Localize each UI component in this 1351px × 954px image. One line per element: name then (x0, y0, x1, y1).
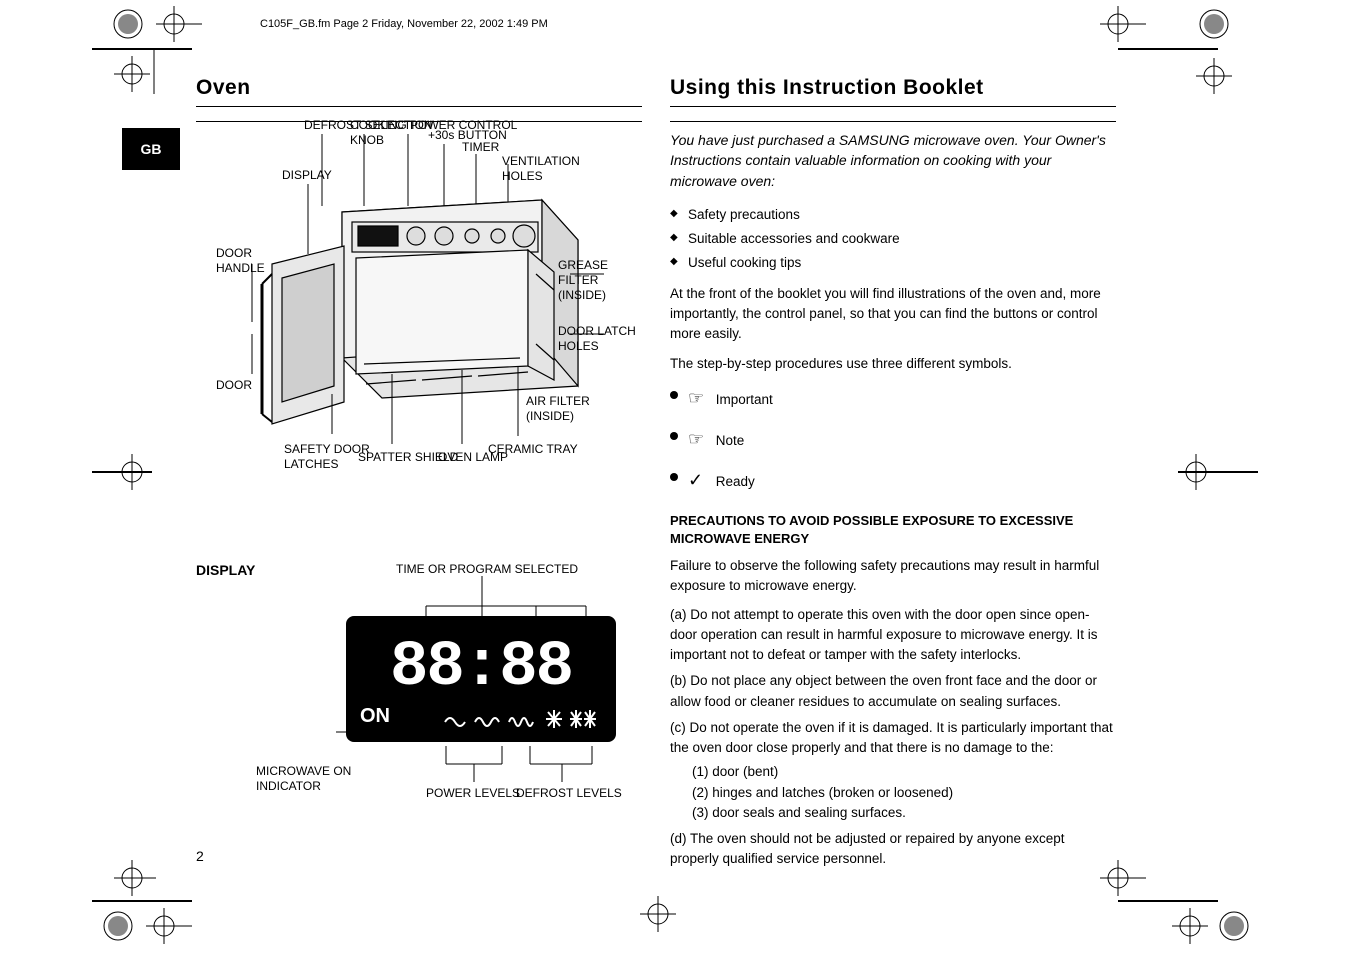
bullet-3: Useful cooking tips (670, 253, 1116, 273)
crop-top-right (1118, 48, 1218, 50)
check-icon: ✓ (688, 467, 712, 494)
regmark-ml (92, 442, 172, 502)
right-rule-2 (670, 121, 1116, 122)
display-leads (296, 576, 676, 796)
crop-bottom-right (1118, 900, 1218, 902)
dot-icon (670, 473, 678, 481)
left-column: Oven (196, 76, 642, 122)
lang-tab: GB (122, 128, 180, 170)
sub-3: (3) door seals and sealing surfaces. (692, 803, 1116, 823)
symbol-note: ☞ Note (670, 426, 1116, 453)
regmark-mr (1148, 442, 1258, 502)
display-callout-time: TIME OR PROGRAM SELECTED (396, 562, 616, 577)
bullet-list: Safety precautions Suitable accessories … (670, 205, 1116, 274)
symbol-note-label: Note (716, 433, 745, 448)
precaution-intro: Failure to observe the following safety … (670, 556, 1116, 597)
display-callout-on: MICROWAVE ON INDICATOR (256, 764, 376, 794)
precaution-head: PRECAUTIONS TO AVOID POSSIBLE EXPOSURE T… (670, 512, 1116, 548)
callout-tray: CERAMIC TRAY (488, 442, 578, 457)
crop-bottom-left (92, 900, 192, 902)
sub-1: (1) door (bent) (692, 762, 1116, 782)
item-d: (d) The oven should not be adjusted or r… (670, 829, 1116, 870)
steps-intro: The step-by-step procedures use three di… (670, 354, 1116, 374)
symbol-important: ☞ Important (670, 385, 1116, 412)
right-title: Using this Instruction Booklet (670, 76, 1116, 100)
callout-display: DISPLAY (282, 168, 332, 183)
page-number-left: 2 (196, 848, 204, 864)
callout-door: DOOR (216, 378, 252, 393)
crop-top-left (92, 48, 192, 50)
regmark-bottom-center (628, 888, 688, 948)
item-a: (a) Do not attempt to operate this oven … (670, 605, 1116, 666)
callout-latch-holes: DOOR LATCH HOLES (558, 324, 658, 354)
hand-icon: ☞ (688, 426, 712, 453)
display-callout-power: POWER LEVELS (426, 786, 520, 801)
front-text: At the front of the booklet you will fin… (670, 284, 1116, 345)
dot-icon (670, 432, 678, 440)
symbol-important-label: Important (716, 392, 773, 407)
gutter-center (655, 76, 656, 836)
callout-handle: DOOR HANDLE (216, 246, 296, 276)
left-title: Oven (196, 76, 642, 100)
symbol-ready-label: Ready (716, 474, 755, 489)
bullet-1: Safety precautions (670, 205, 1116, 225)
callout-airfilter: AIR FILTER (INSIDE) (526, 394, 616, 424)
callout-grease: GREASE FILTER (INSIDE) (558, 258, 648, 303)
item-b: (b) Do not place any object between the … (670, 671, 1116, 712)
hand-icon: ☞ (688, 385, 712, 412)
right-intro: You have just purchased a SAMSUNG microw… (670, 130, 1116, 191)
regmark-tl2 (92, 56, 182, 116)
right-column: Using this Instruction Booklet You have … (670, 76, 1116, 870)
sub-2: (2) hinges and latches (broken or loosen… (692, 783, 1116, 803)
item-c: (c) Do not operate the oven if it is dam… (670, 718, 1116, 759)
symbol-ready: ✓ Ready (670, 467, 1116, 494)
callout-vent: VENTILATION HOLES (502, 154, 612, 184)
display-callout-defrost: DEFROST LEVELS (516, 786, 622, 801)
dot-icon (670, 391, 678, 399)
symbol-list: ☞ Important ☞ Note ✓ Ready (670, 385, 1116, 494)
bullet-2: Suitable accessories and cookware (670, 229, 1116, 249)
lang-tab-label: GB (141, 141, 162, 157)
oven-illustration: DEFROST SELECTION COOKING POWER CONTROL … (222, 134, 622, 534)
footer-filename: C105F_GB.fm Page 2 Friday, November 22, … (260, 18, 548, 30)
callout-timer: TIMER (462, 140, 499, 155)
